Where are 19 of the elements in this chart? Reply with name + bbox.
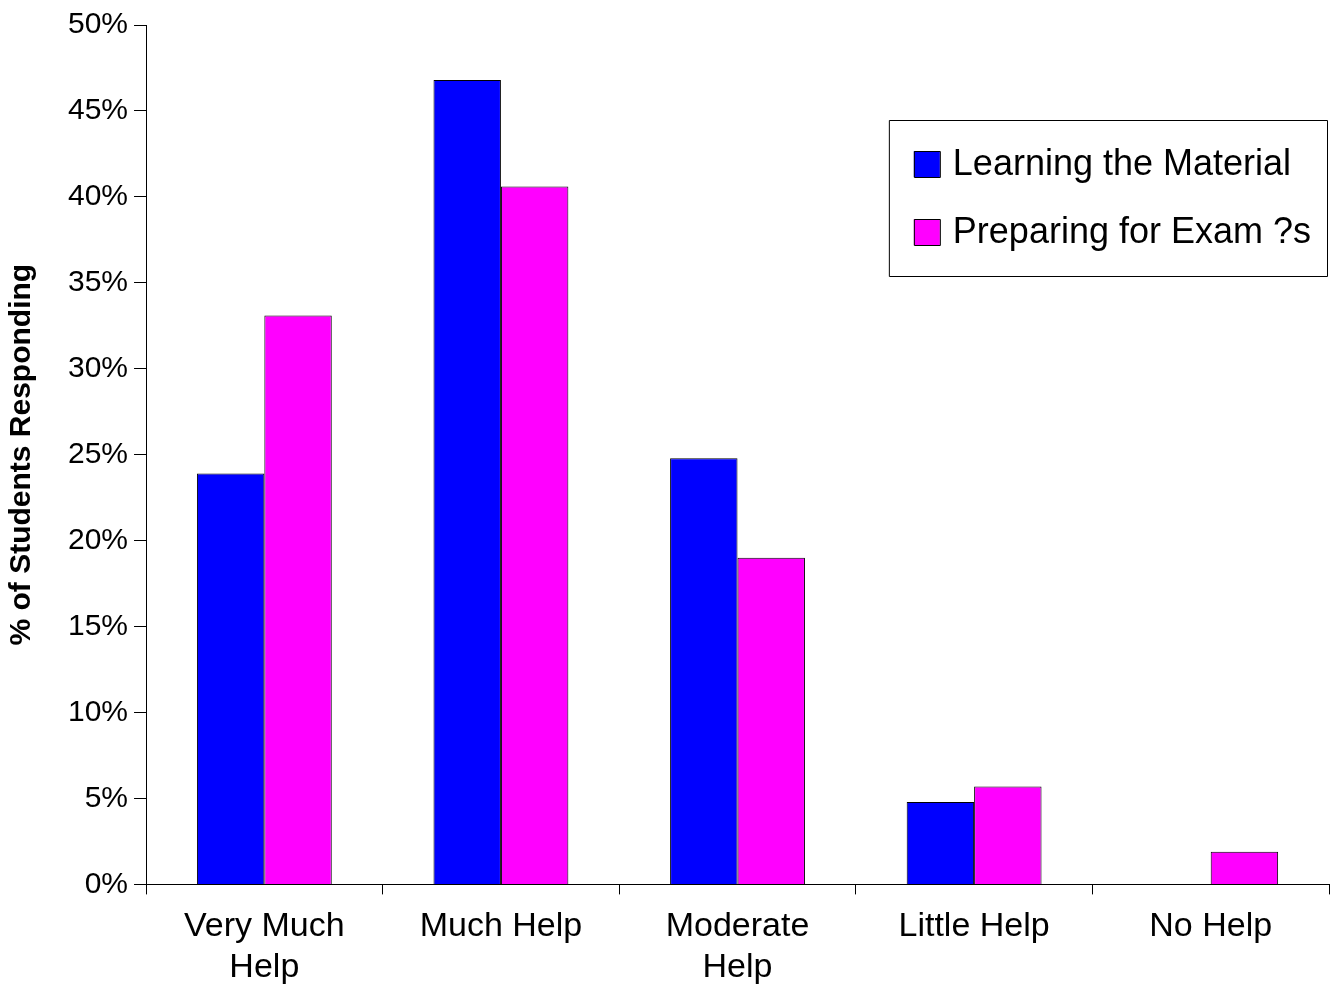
y-tick-label: 35% [68,264,129,298]
legend-label: Preparing for Exam ?s [952,209,1311,251]
x-tick-label: Moderate Help [665,905,810,984]
legend-label: Learning the Material [952,141,1292,183]
x-tick-label: Very Much Help [184,905,345,984]
y-tick-label: 50% [68,6,129,40]
x-tick-label: Much Help [419,905,583,944]
y-tick-label: 30% [68,350,129,384]
x-tick-label: Little Help [898,905,1050,944]
y-tick-label: 40% [68,178,129,212]
y-tick-label: 45% [68,92,129,126]
y-tick-label: 25% [68,435,129,469]
y-tick-label: 15% [68,607,129,641]
y-tick-label: 10% [68,693,129,727]
y-tick-label: 5% [84,779,129,813]
y-tick-label: 0% [84,865,129,899]
y-axis-title: % of Students Responding [3,263,37,646]
x-tick-label: No Help [1149,905,1273,944]
y-tick-label: 20% [68,521,129,555]
